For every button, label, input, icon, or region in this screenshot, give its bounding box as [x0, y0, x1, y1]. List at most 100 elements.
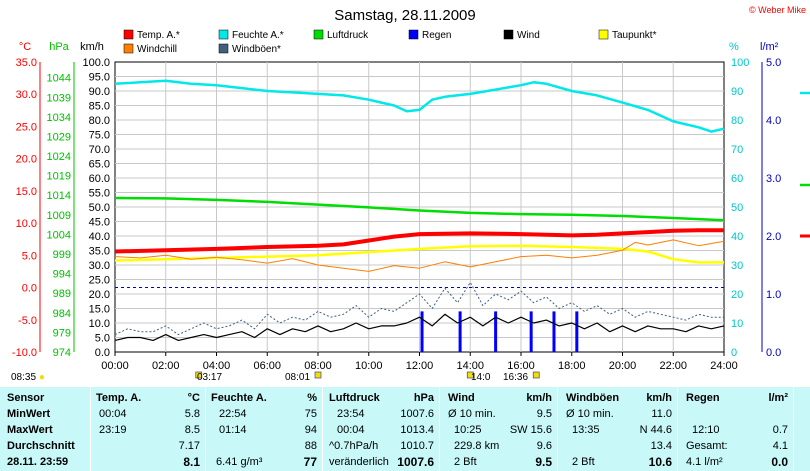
y-tick-label-pressure: 1039 [47, 92, 71, 104]
y-tick-label-humidity: 10 [731, 318, 743, 330]
gusts-max-value: N 44.6 [639, 424, 672, 436]
temp-min-time: 00:04 [99, 408, 127, 420]
y-tick-label-wind: 80.0 [89, 115, 110, 127]
x-tick-label: 00:00 [101, 360, 129, 372]
temp-avg: 7.17 [178, 440, 200, 452]
gusts-current: 10.6 [648, 455, 672, 469]
sun-marker-box-1 [314, 371, 322, 379]
wind-avg10-label: Ø 10 min. [448, 408, 496, 420]
y-tick-label-wind: 0.0 [95, 347, 110, 359]
min-label: MinWert [7, 408, 51, 420]
pressure-min-time: 23:54 [337, 408, 365, 420]
y-tick-label-wind: 10.0 [89, 318, 110, 330]
legend-label-6: Windchill [137, 44, 177, 55]
pressure-avg: 1010.7 [400, 440, 434, 452]
legend-label-7: Windböen* [232, 44, 281, 55]
humidity-header: Feuchte A. [211, 392, 267, 404]
y-tick-label-wind: 45.0 [89, 217, 110, 229]
x-tick-label: 10:00 [355, 360, 383, 372]
wind-header: Wind [448, 392, 475, 404]
wind-bft: 2 Bft [454, 456, 477, 468]
y-tick-label-temp: 15.0 [16, 186, 37, 198]
legend-swatch-2 [313, 29, 324, 40]
wind-current: 9.5 [535, 455, 552, 469]
gusts-avg10-label: Ø 10 min. [566, 408, 614, 420]
plot-area [114, 61, 725, 353]
sun-time-3: 14:0 [471, 372, 491, 383]
pressure-header: Luftdruck [329, 392, 380, 404]
y-tick-label-wind: 70.0 [89, 144, 110, 156]
y-tick-label-pressure: 1004 [47, 229, 71, 241]
y-tick-label-pressure: 999 [53, 249, 71, 261]
sun-marker-box-0 [195, 371, 203, 379]
series-line-4 [114, 239, 725, 272]
rain-total-value: 4.1 [772, 440, 788, 452]
y-tick-label-temp: 20.0 [16, 154, 37, 166]
pressure-current: 1007.6 [397, 455, 434, 469]
sun-time-4: 16:36 [503, 372, 529, 383]
humidity-current: 77 [303, 455, 317, 469]
pressure-min-value: 1007.6 [400, 408, 434, 420]
wind-unit: km/h [526, 392, 552, 404]
wind-max-value: SW 15.6 [509, 424, 552, 436]
sun-marker-box-3 [532, 371, 540, 379]
humidity-max-time: 01:14 [219, 424, 247, 436]
axis-title-rain: l/m² [760, 41, 779, 53]
x-tick-label: 18:00 [558, 360, 586, 372]
stats-pressure-column: Luftdruck hPa 23:54 1007.6 00:04 1013.4 ^0.… [322, 387, 440, 471]
y-tick-label-pressure: 984 [53, 308, 71, 320]
stats-gusts-column: Windböen km/h Ø 10 min. 11.0 13:35 N 44.6 1… [557, 387, 678, 471]
x-tick-label: 22:00 [659, 360, 687, 372]
y-tick-label-wind: 65.0 [89, 159, 110, 171]
x-tick-label: 04:00 [203, 360, 231, 372]
sun-time-1: 03:17 [197, 372, 223, 383]
stats-panel: Sensor MinWert MaxWert Durchschnitt 28.1… [0, 387, 810, 471]
y-tick-label-humidity: 40 [731, 231, 743, 243]
humidity-abs: 6.41 g/m³ [216, 456, 263, 468]
sun-marker-1: 03:17 [197, 372, 222, 383]
legend-label-4: Wind [517, 30, 540, 41]
pressure-trend: ^0.7hPa/h [329, 440, 379, 452]
y-tick-label-wind: 25.0 [89, 275, 110, 287]
legend-label-2: Luftdruck [327, 30, 369, 41]
humidity-avg: 88 [304, 440, 317, 452]
pressure-unit: hPa [413, 392, 434, 404]
current-label: 28.11. 23:59 [7, 456, 69, 468]
gusts-unit: km/h [646, 392, 672, 404]
y-tick-label-temp: 25.0 [16, 121, 37, 133]
y-tick-label-humidity: 60 [731, 173, 743, 185]
y-tick-label-wind: 95.0 [89, 72, 110, 84]
y-tick-label-wind: 55.0 [89, 188, 110, 200]
wind-avg10-value: 9.5 [536, 408, 552, 420]
x-tick-label: 24:00 [710, 360, 738, 372]
series-line-5 [114, 281, 724, 336]
y-tick-label-humidity: 70 [731, 144, 743, 156]
temp-max-value: 8.5 [184, 424, 200, 436]
legend-label-5: Taupunkt* [612, 30, 657, 41]
sun-marker-3: 14:0 [471, 372, 490, 383]
y-tick-label-rain: 4.0 [766, 115, 781, 127]
y-tick-label-rain: 2.0 [766, 231, 781, 243]
gusts-max-time: 13:35 [572, 424, 600, 436]
y-tick-label-rain: 5.0 [766, 57, 781, 69]
temp-header: Temp. A. [96, 392, 142, 404]
series-line-2 [114, 196, 725, 222]
x-tick-label: 12:00 [406, 360, 434, 372]
legend-swatch-6 [123, 43, 134, 54]
rain-bar [552, 311, 556, 352]
y-tick-label-temp: 35.0 [16, 57, 37, 69]
y-tick-label-rain: 3.0 [766, 173, 781, 185]
legend-swatch-4 [503, 29, 514, 40]
y-tick-label-pressure: 1029 [47, 131, 71, 143]
y-tick-label-wind: 15.0 [89, 304, 110, 316]
series-line-3 [114, 244, 724, 264]
y-tick-label-pressure: 1019 [47, 171, 71, 183]
x-tick-label: 02:00 [152, 360, 180, 372]
y-tick-label-temp: 5.0 [22, 250, 37, 262]
y-tick-label-pressure: 1009 [47, 210, 71, 222]
y-tick-label-humidity: 20 [731, 289, 743, 301]
legend-swatch-1 [218, 29, 229, 40]
y-tick-label-temp: 30.0 [16, 89, 37, 101]
stats-wind-column: Wind km/h Ø 10 min. 9.5 10:25 SW 15.6 229.8… [439, 387, 558, 471]
y-tick-label-wind: 5.0 [95, 333, 110, 345]
